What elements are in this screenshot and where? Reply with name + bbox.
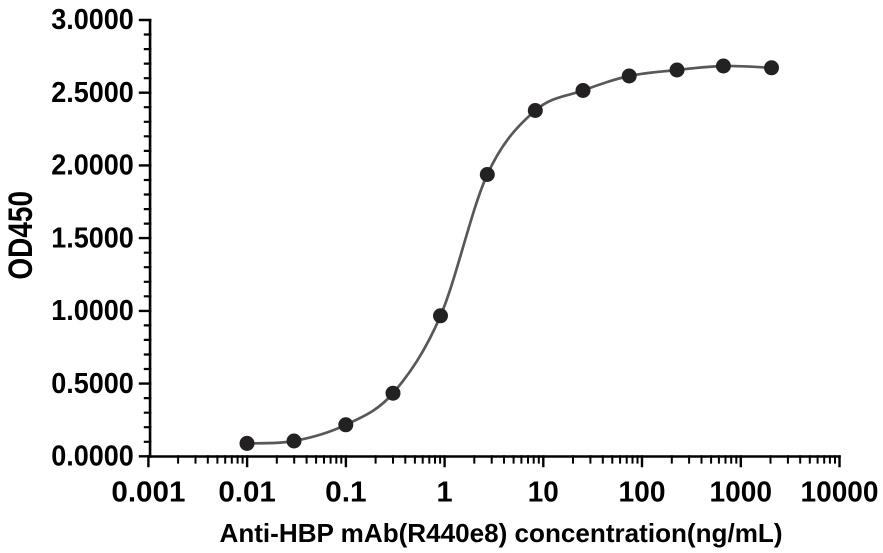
svg-text:1: 1 — [437, 477, 453, 509]
svg-text:0.01: 0.01 — [218, 477, 276, 509]
svg-text:10000: 10000 — [801, 477, 879, 509]
svg-text:Anti-HBP mAb(R440e8) concentra: Anti-HBP mAb(R440e8) concentration(ng/mL… — [220, 518, 783, 548]
svg-text:1.5000: 1.5000 — [51, 222, 134, 254]
svg-text:2.5000: 2.5000 — [51, 77, 134, 109]
svg-text:1000: 1000 — [710, 477, 773, 509]
svg-text:0.5000: 0.5000 — [51, 368, 134, 400]
svg-text:0.0000: 0.0000 — [51, 441, 134, 473]
svg-text:100: 100 — [619, 477, 666, 509]
svg-text:2.0000: 2.0000 — [51, 150, 134, 182]
svg-text:1.0000: 1.0000 — [51, 295, 134, 327]
svg-text:10: 10 — [528, 477, 559, 509]
svg-text:0.1: 0.1 — [325, 477, 367, 509]
svg-text:3.0000: 3.0000 — [51, 4, 134, 36]
svg-text:OD450: OD450 — [2, 191, 40, 280]
svg-text:0.001: 0.001 — [111, 477, 185, 509]
